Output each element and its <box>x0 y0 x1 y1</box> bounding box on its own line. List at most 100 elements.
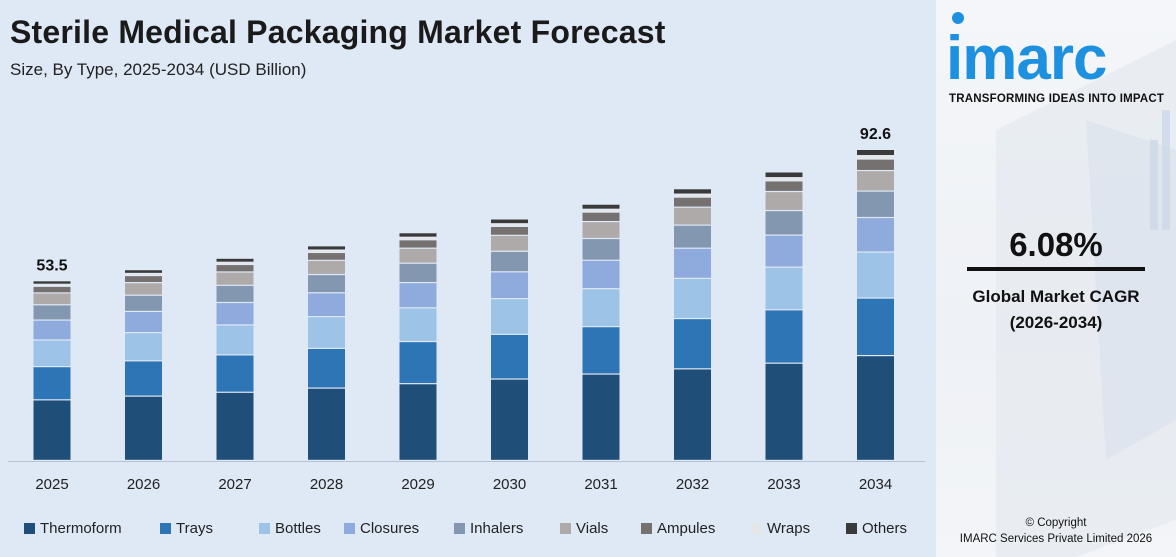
bar-segment-others-2026 <box>125 270 162 273</box>
chart-legend: Thermoform Trays Bottles Closures Inhalers Vi… <box>24 520 924 538</box>
legend-label-wraps: Wraps <box>767 520 811 537</box>
bar-segment-vials-2027 <box>216 272 254 285</box>
background-chart-illustration <box>996 40 1176 557</box>
bar-segment-inhalers-2033 <box>765 211 803 235</box>
bar-segment-inhalers-2025 <box>33 305 71 320</box>
legend-item-bottles: Bottles <box>259 520 321 537</box>
bar-segment-wraps-2031 <box>582 209 620 212</box>
bar-segment-inhalers-2026 <box>125 295 162 311</box>
bar-segment-trays-2032 <box>674 319 711 369</box>
legend-swatch-closures <box>344 523 355 534</box>
bar-segment-inhalers-2034 <box>857 191 894 217</box>
bar-segment-vials-2029 <box>399 248 437 263</box>
bar-segment-closures-2034 <box>857 218 894 252</box>
legend-swatch-others <box>846 523 857 534</box>
bar-segment-others-2025 <box>33 281 71 284</box>
bar-segment-others-2027 <box>216 258 254 262</box>
bar-segment-vials-2033 <box>765 192 803 210</box>
bar-segment-ampules-2028 <box>308 253 345 260</box>
bar-segment-thermoform-2031 <box>582 374 620 460</box>
bar-segment-bottles-2029 <box>399 308 437 341</box>
bar-segment-others-2033 <box>765 172 803 178</box>
bar-segment-closures-2028 <box>308 293 345 317</box>
bar-segment-bottles-2028 <box>308 317 345 348</box>
legend-label-others: Others <box>862 520 908 537</box>
bar-segment-vials-2030 <box>491 235 528 251</box>
bar-segment-closures-2029 <box>399 283 437 308</box>
bar-segment-trays-2027 <box>216 355 254 392</box>
copyright-notice: © Copyright IMARC Services Private Limit… <box>936 515 1176 547</box>
bar-segment-thermoform-2030 <box>491 379 528 460</box>
chart-title: Sterile Medical Packaging Market Forecas… <box>10 14 666 50</box>
bar-segment-wraps-2032 <box>674 194 711 197</box>
brand-tagline: TRANSFORMING IDEAS INTO IMPACT <box>949 93 1165 105</box>
legend-label-vials: Vials <box>576 520 609 537</box>
legend-swatch-trays <box>160 523 171 534</box>
bar-segment-inhalers-2029 <box>399 263 437 282</box>
bar-segment-others-2034 <box>857 150 894 156</box>
bar-segment-trays-2025 <box>33 367 71 400</box>
bar-segment-bottles-2032 <box>674 278 711 318</box>
bar-segment-bottles-2030 <box>491 299 528 334</box>
bar-segment-bottles-2034 <box>857 252 894 298</box>
bar-segment-others-2029 <box>399 233 437 237</box>
bar-segment-trays-2033 <box>765 310 803 363</box>
brand-sidebar: imarc TRANSFORMING IDEAS INTO IMPACT 6.0… <box>936 0 1176 557</box>
bar-segment-others-2028 <box>308 246 345 250</box>
brand-logo: imarc <box>946 24 1107 93</box>
bar-segment-trays-2028 <box>308 348 345 388</box>
legend-item-closures: Closures <box>344 520 419 537</box>
cagr-value: 6.08% <box>1009 226 1103 263</box>
bar-segment-vials-2031 <box>582 222 620 238</box>
x-tick-label-2025: 2025 <box>35 476 68 493</box>
bar-segment-bottles-2031 <box>582 289 620 327</box>
x-tick-label-2034: 2034 <box>859 476 892 493</box>
bar-segment-bottles-2027 <box>216 325 254 355</box>
bar-segment-closures-2033 <box>765 235 803 267</box>
total-label-2034: 92.6 <box>860 126 891 143</box>
bar-segment-vials-2028 <box>308 260 345 274</box>
bar-segment-ampules-2030 <box>491 227 528 235</box>
bar-segment-others-2031 <box>582 204 620 209</box>
chart-subtitle: Size, By Type, 2025-2034 (USD Billion) <box>10 60 307 79</box>
bar-segment-thermoform-2026 <box>125 396 162 460</box>
bar-segment-inhalers-2032 <box>674 225 711 248</box>
x-tick-label-2027: 2027 <box>218 476 251 493</box>
bar-segment-closures-2025 <box>33 320 71 340</box>
bar-segment-trays-2030 <box>491 334 528 379</box>
bar-segment-closures-2032 <box>674 248 711 278</box>
bar-segment-trays-2029 <box>399 342 437 384</box>
bar-segment-bottles-2025 <box>33 340 71 367</box>
x-tick-label-2028: 2028 <box>310 476 343 493</box>
bar-segment-closures-2027 <box>216 303 254 325</box>
x-tick-label-2030: 2030 <box>493 476 526 493</box>
x-tick-label-2032: 2032 <box>676 476 709 493</box>
bar-segment-bottles-2033 <box>765 267 803 310</box>
bar-segment-thermoform-2034 <box>857 356 894 460</box>
legend-item-trays: Trays <box>160 520 213 537</box>
legend-swatch-bottles <box>259 523 270 534</box>
bar-segment-closures-2030 <box>491 272 528 299</box>
legend-swatch-ampules <box>641 523 652 534</box>
bar-segment-thermoform-2025 <box>33 400 71 460</box>
bar-segment-thermoform-2033 <box>765 363 803 460</box>
legend-label-inhalers: Inhalers <box>470 520 524 537</box>
total-label-2025: 53.5 <box>36 257 67 274</box>
x-tick-label-2031: 2031 <box>584 476 617 493</box>
bar-segment-wraps-2029 <box>399 237 437 240</box>
bar-segment-bottles-2026 <box>125 333 162 361</box>
bar-segment-inhalers-2027 <box>216 285 254 302</box>
bar-segment-inhalers-2030 <box>491 251 528 272</box>
bar-segment-wraps-2025 <box>33 284 71 286</box>
bar-segment-trays-2034 <box>857 298 894 355</box>
bar-segment-wraps-2028 <box>308 250 345 252</box>
bar-segment-thermoform-2028 <box>308 388 345 460</box>
bar-segment-closures-2031 <box>582 260 620 289</box>
bar-segment-thermoform-2027 <box>216 392 254 460</box>
legend-item-others: Others <box>846 520 907 537</box>
bar-segment-inhalers-2028 <box>308 275 345 293</box>
brand-logo-dot <box>952 12 964 24</box>
bar-segment-vials-2025 <box>33 293 71 305</box>
legend-label-ampules: Ampules <box>657 520 716 537</box>
legend-label-thermoform: Thermoform <box>40 520 122 537</box>
